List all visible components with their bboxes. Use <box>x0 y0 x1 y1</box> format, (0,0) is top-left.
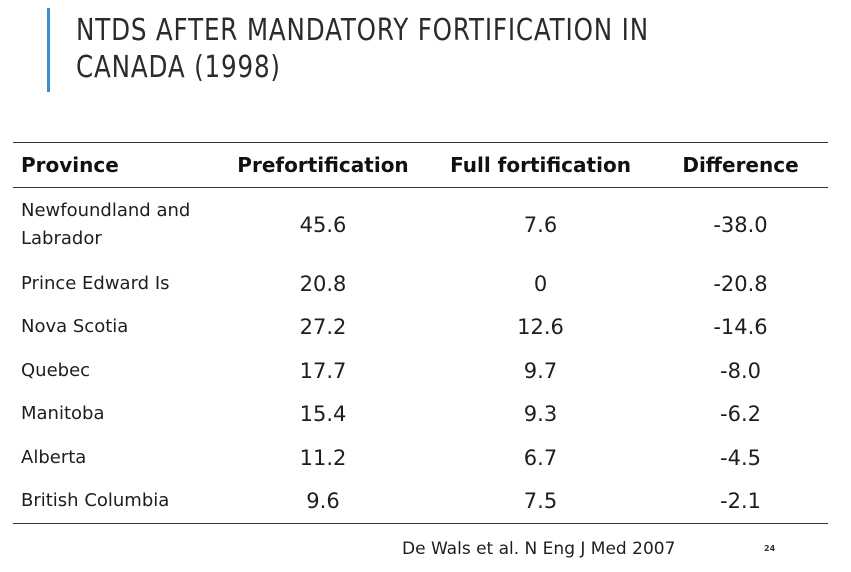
province-cell: Quebec <box>21 359 91 381</box>
difference-cell: -2.1 <box>720 489 761 514</box>
province-cell: Alberta <box>21 446 87 468</box>
header-province: Province <box>21 153 119 177</box>
full-fortification-cell: 0 <box>533 271 548 296</box>
province-cell: Prince Edward Is <box>21 272 170 294</box>
header-difference: Difference <box>682 153 799 177</box>
prefortification-cell: 17.7 <box>299 358 347 383</box>
prefortification-cell: 11.2 <box>299 445 347 470</box>
table-row: Manitoba 15.4 9.3 -6.2 <box>13 393 828 437</box>
difference-cell: -4.5 <box>720 445 761 470</box>
prefortification-cell: 9.6 <box>306 489 340 514</box>
table-row: Quebec 17.7 9.7 -8.0 <box>13 349 828 393</box>
ntd-table: Province Prefortification Full fortifica… <box>13 142 828 524</box>
table-row: Prince Edward Is 20.8 0 -20.8 <box>13 262 828 306</box>
full-fortification-cell: 12.6 <box>517 315 564 340</box>
table-row: Alberta 11.2 6.7 -4.5 <box>13 436 828 480</box>
province-cell: British Columbia <box>21 490 170 512</box>
full-fortification-cell: 6.7 <box>523 445 558 470</box>
prefortification-cell: 20.8 <box>299 271 347 296</box>
table-header-row: Province Prefortification Full fortifica… <box>13 142 828 188</box>
difference-cell: -38.0 <box>713 213 768 237</box>
header-full-fortification: Full fortification <box>450 153 631 177</box>
province-cell: Newfoundland and Labrador <box>21 200 191 249</box>
difference-cell: -20.8 <box>713 271 768 296</box>
ntd-table-container: Province Prefortification Full fortifica… <box>13 142 828 524</box>
table-row: Newfoundland and Labrador 45.6 7.6 -38.0 <box>13 188 828 263</box>
full-fortification-cell: 7.6 <box>523 213 558 237</box>
full-fortification-cell: 7.5 <box>523 489 558 514</box>
province-cell: Manitoba <box>21 403 105 425</box>
title-accent-bar <box>47 8 50 92</box>
full-fortification-cell: 9.7 <box>523 358 558 383</box>
prefortification-cell: 45.6 <box>299 213 347 237</box>
difference-cell: -14.6 <box>713 315 768 340</box>
province-cell: Nova Scotia <box>21 316 129 338</box>
full-fortification-cell: 9.3 <box>523 402 558 427</box>
page-number: 24 <box>764 544 776 553</box>
prefortification-cell: 15.4 <box>299 402 347 427</box>
prefortification-cell: 27.2 <box>299 315 347 340</box>
table-row: British Columbia 9.6 7.5 -2.1 <box>13 480 828 524</box>
header-prefortification: Prefortification <box>237 153 409 177</box>
difference-cell: -6.2 <box>720 402 761 427</box>
table-row: Nova Scotia 27.2 12.6 -14.6 <box>13 306 828 350</box>
citation-text: De Wals et al. N Eng J Med 2007 <box>402 539 676 559</box>
difference-cell: -8.0 <box>720 358 761 383</box>
slide-title: NTDs after mandatory fortification in Ca… <box>76 13 649 85</box>
